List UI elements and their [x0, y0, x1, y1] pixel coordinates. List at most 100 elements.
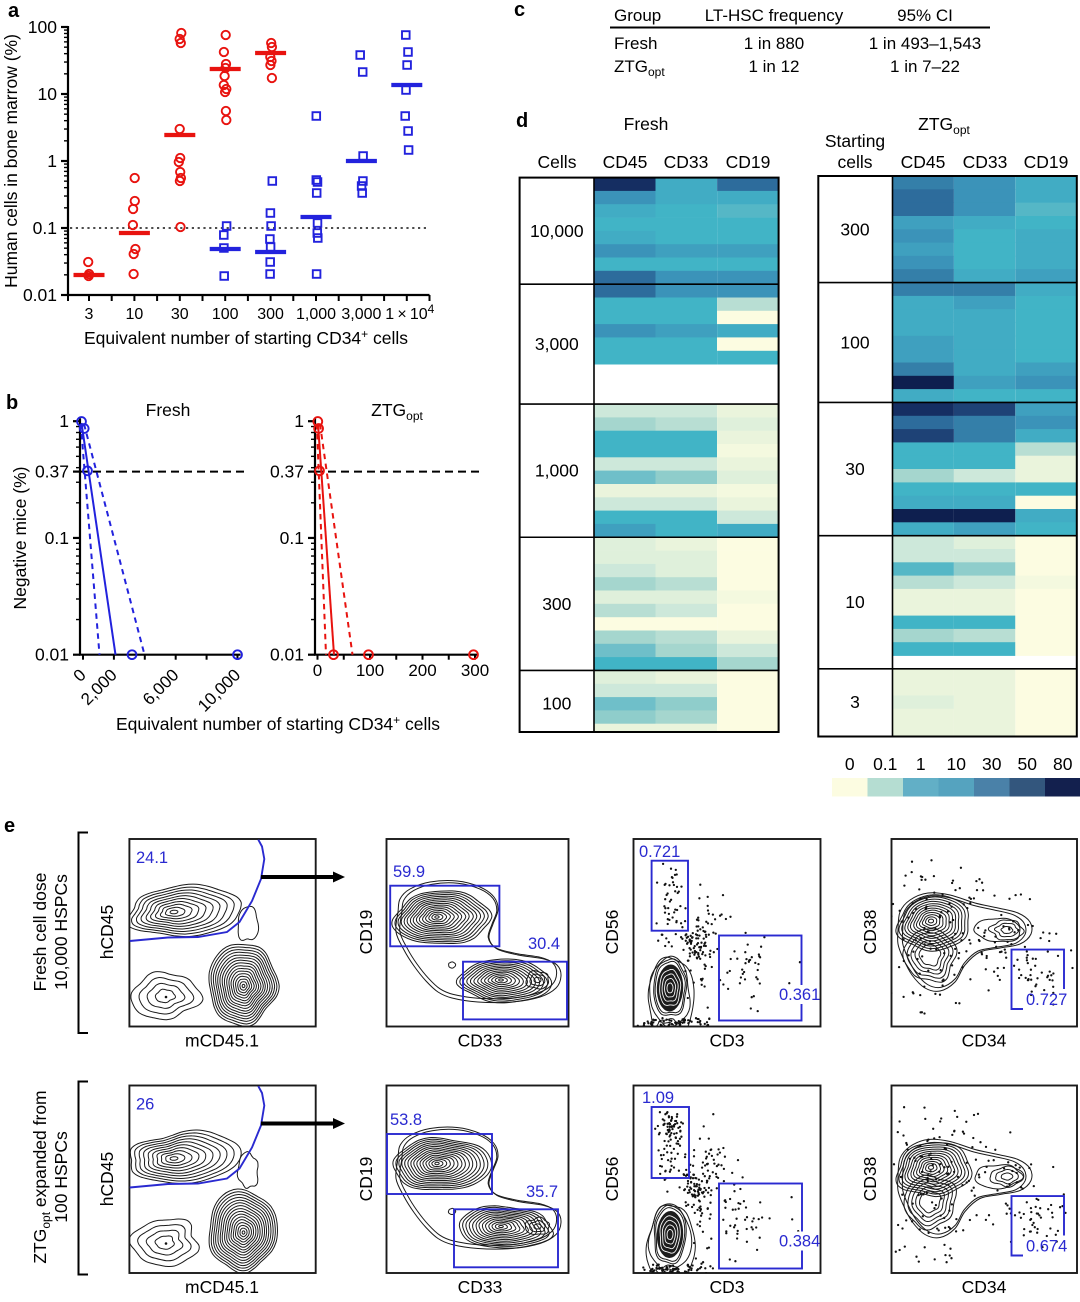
svg-text:Negative mice (%): Negative mice (%) [10, 467, 30, 610]
svg-text:1 in 493–1,543: 1 in 493–1,543 [869, 34, 982, 53]
svg-text:Fresh: Fresh [624, 114, 669, 134]
svg-text:0.1: 0.1 [45, 528, 69, 548]
svg-text:hCD45: hCD45 [97, 1152, 117, 1206]
svg-text:53.8: 53.8 [390, 1111, 422, 1129]
svg-text:100: 100 [840, 333, 869, 353]
svg-text:hCD45: hCD45 [97, 905, 117, 959]
svg-text:0: 0 [313, 661, 322, 680]
svg-text:cells: cells [837, 152, 872, 172]
svg-text:1: 1 [59, 411, 69, 431]
svg-text:30: 30 [845, 459, 865, 479]
svg-text:CD56: CD56 [602, 910, 622, 955]
svg-text:80: 80 [1053, 754, 1073, 774]
svg-text:CD33: CD33 [458, 1277, 503, 1297]
svg-text:0.1: 0.1 [280, 528, 304, 548]
svg-text:CD3: CD3 [709, 1031, 744, 1051]
svg-text:1: 1 [47, 151, 57, 171]
svg-text:c: c [514, 0, 525, 21]
svg-text:CD38: CD38 [860, 910, 880, 955]
svg-text:CD34: CD34 [962, 1277, 1007, 1297]
svg-text:Starting: Starting [825, 131, 885, 151]
svg-text:CD19: CD19 [1024, 152, 1069, 172]
svg-text:1: 1 [916, 754, 926, 774]
svg-text:0.01: 0.01 [23, 285, 57, 305]
svg-text:CD56: CD56 [602, 1157, 622, 1202]
svg-text:10: 10 [845, 592, 865, 612]
svg-text:Equivalent number of starting: Equivalent number of starting CD34+ cell… [116, 713, 440, 734]
svg-text:1.09: 1.09 [642, 1089, 674, 1107]
svg-text:1,000: 1,000 [535, 461, 579, 481]
svg-text:Cells: Cells [538, 152, 577, 172]
svg-text:300: 300 [840, 219, 869, 239]
svg-text:10,000: 10,000 [530, 221, 584, 241]
svg-text:100 HSPCs: 100 HSPCs [51, 1131, 71, 1223]
svg-text:CD33: CD33 [963, 152, 1008, 172]
svg-text:10: 10 [38, 84, 58, 104]
svg-text:mCD45.1: mCD45.1 [185, 1277, 259, 1297]
svg-text:0.1: 0.1 [873, 754, 897, 774]
svg-text:30: 30 [171, 306, 189, 323]
svg-text:2,000: 2,000 [77, 665, 121, 709]
svg-text:24.1: 24.1 [136, 849, 168, 867]
svg-text:100: 100 [356, 661, 384, 680]
svg-text:e: e [4, 815, 15, 837]
svg-text:50: 50 [1018, 754, 1038, 774]
svg-text:d: d [516, 110, 528, 132]
svg-text:ZTGopt: ZTGopt [614, 57, 665, 79]
svg-text:0.721: 0.721 [639, 843, 680, 861]
svg-text:10: 10 [126, 306, 144, 323]
svg-text:Human cells in bone marrow (%): Human cells in bone marrow (%) [1, 34, 21, 288]
svg-text:30: 30 [982, 754, 1002, 774]
svg-text:CD19: CD19 [356, 1157, 376, 1202]
svg-text:ZTGopt: ZTGopt [371, 400, 423, 423]
svg-text:a: a [8, 0, 20, 22]
svg-text:Fresh: Fresh [146, 400, 191, 420]
svg-text:0.01: 0.01 [35, 645, 69, 665]
svg-text:0.1: 0.1 [33, 218, 57, 238]
svg-text:59.9: 59.9 [393, 863, 425, 881]
svg-text:ZTGopt expanded from: ZTGopt expanded from [30, 1090, 53, 1263]
svg-text:CD33: CD33 [458, 1031, 503, 1051]
svg-text:95% CI: 95% CI [897, 6, 953, 25]
svg-text:100: 100 [28, 17, 57, 37]
svg-text:0.361: 0.361 [779, 986, 820, 1004]
svg-text:0.37: 0.37 [270, 462, 304, 482]
svg-text:100: 100 [542, 694, 571, 714]
svg-text:0.674: 0.674 [1026, 1238, 1067, 1256]
svg-text:CD45: CD45 [603, 152, 648, 172]
svg-text:0.01: 0.01 [270, 645, 304, 665]
svg-text:1 in 880: 1 in 880 [744, 34, 805, 53]
svg-text:CD19: CD19 [726, 152, 771, 172]
svg-text:3: 3 [850, 692, 860, 712]
svg-text:LT-HSC frequency: LT-HSC frequency [705, 6, 844, 25]
svg-text:10: 10 [947, 754, 967, 774]
svg-text:30.4: 30.4 [528, 935, 560, 953]
svg-text:200: 200 [408, 661, 436, 680]
svg-text:1 in 7–22: 1 in 7–22 [890, 57, 960, 76]
svg-text:Fresh cell dose: Fresh cell dose [30, 873, 50, 992]
svg-text:ZTGopt: ZTGopt [918, 114, 970, 137]
svg-text:300: 300 [461, 661, 489, 680]
svg-text:CD34: CD34 [962, 1031, 1007, 1051]
svg-text:CD19: CD19 [356, 910, 376, 955]
svg-text:300: 300 [257, 306, 284, 323]
svg-text:26: 26 [136, 1096, 154, 1114]
svg-text:3,000: 3,000 [341, 306, 381, 323]
svg-text:35.7: 35.7 [526, 1183, 558, 1201]
svg-text:0.37: 0.37 [35, 462, 69, 482]
svg-text:10,000: 10,000 [194, 665, 244, 715]
svg-text:CD3: CD3 [709, 1277, 744, 1297]
svg-text:300: 300 [542, 594, 571, 614]
svg-text:6,000: 6,000 [139, 665, 183, 709]
svg-text:CD38: CD38 [860, 1157, 880, 1202]
svg-text:10,000 HSPCs: 10,000 HSPCs [51, 874, 71, 990]
svg-text:3: 3 [85, 306, 94, 323]
svg-text:Group: Group [614, 6, 661, 25]
svg-text:1,000: 1,000 [296, 306, 336, 323]
svg-text:1 × 104: 1 × 104 [385, 302, 434, 323]
svg-text:1 in 12: 1 in 12 [748, 57, 799, 76]
svg-text:mCD45.1: mCD45.1 [185, 1031, 259, 1051]
svg-text:Equivalent number of starting: Equivalent number of starting CD34+ cell… [84, 327, 408, 348]
svg-text:0.384: 0.384 [779, 1233, 820, 1251]
svg-text:CD33: CD33 [664, 152, 709, 172]
